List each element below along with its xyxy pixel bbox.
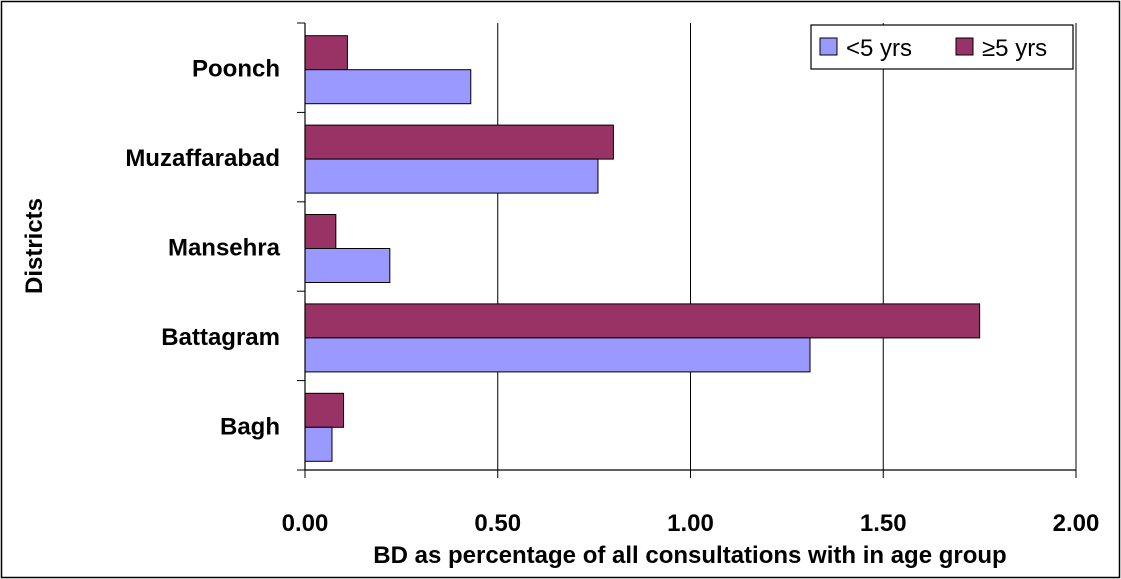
category-label-muzaffarabad: Muzaffarabad — [125, 145, 280, 172]
bar-muzaffarabad-over5 — [304, 124, 614, 160]
x-tick-labels: 0.00 0.50 1.00 1.50 2.00 — [282, 510, 1100, 537]
legend: <5 yrs ≥5 yrs — [810, 24, 1074, 70]
axes — [297, 22, 1077, 478]
x-tick-label-1: 0.50 — [474, 510, 521, 537]
x-tick-label-0: 0.00 — [282, 510, 329, 537]
x-axis-title: BD as percentage of all consultations wi… — [373, 542, 1006, 569]
bar-bagh-over5 — [304, 392, 345, 428]
legend-box — [810, 24, 1074, 70]
x-tick-label-3: 1.50 — [860, 510, 907, 537]
x-tick-label-2: 1.00 — [667, 510, 714, 537]
bar-mansehra-under5 — [304, 248, 391, 283]
category-label-mansehra: Mansehra — [168, 235, 281, 262]
legend-swatch-over5 — [955, 37, 974, 56]
bar-mansehra-over5 — [304, 214, 337, 249]
legend-label-over5: ≥5 yrs — [982, 35, 1047, 62]
category-label-battagram: Battagram — [161, 324, 280, 351]
y-axis-title: Districts — [21, 198, 48, 294]
gridlines — [497, 23, 1077, 470]
bar-bagh-under5 — [304, 426, 333, 462]
bar-battagram-over5 — [304, 303, 981, 339]
x-tick-label-4: 2.00 — [1053, 510, 1100, 537]
bar-poonch-under5 — [304, 69, 472, 105]
legend-label-under5: <5 yrs — [846, 35, 912, 62]
bar-muzaffarabad-under5 — [304, 158, 599, 194]
bars — [304, 35, 981, 462]
category-labels: Bagh Battagram Mansehra Muzaffarabad Poonch — [125, 56, 280, 441]
legend-swatch-under5 — [819, 37, 838, 56]
bar-battagram-under5 — [304, 337, 811, 373]
bar-poonch-over5 — [304, 35, 348, 71]
category-label-poonch: Poonch — [192, 56, 280, 83]
category-label-bagh: Bagh — [220, 413, 280, 440]
